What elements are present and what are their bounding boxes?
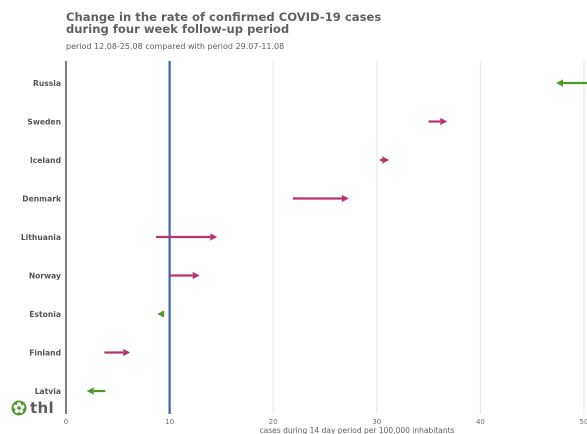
chart-title-line-1: Change in the rate of confirmed COVID-19…	[66, 10, 382, 24]
arrow-norway	[169, 271, 200, 280]
category-label: Latvia	[35, 387, 61, 396]
arrow-sweden	[428, 117, 448, 126]
x-tick-label: 10	[165, 418, 174, 426]
category-label: Denmark	[22, 195, 62, 204]
chart-title: Change in the rate of confirmed COVID-19…	[66, 11, 486, 35]
arrow-head	[123, 348, 131, 357]
arrow-head	[86, 387, 94, 395]
arrow-estonia	[157, 310, 165, 318]
arrow-finland	[104, 348, 131, 357]
arrow-marks	[86, 79, 587, 395]
arrow-lithuania	[156, 233, 218, 241]
x-tick-label: 0	[64, 418, 68, 426]
x-tick-labels: 0 10 20 30 40 50	[64, 418, 587, 426]
arrow-head	[157, 310, 165, 318]
arrow-denmark	[292, 194, 349, 203]
arrow-head	[341, 194, 349, 203]
logo-text: thl	[30, 399, 54, 417]
arrow-head	[440, 117, 448, 126]
category-labels: Russia Sweden Iceland Denmark Lithuania Norwa…	[21, 79, 62, 396]
arrow-head	[382, 156, 390, 164]
category-label: Estonia	[29, 310, 61, 319]
chart-title-line-2: during four week follow-up period	[66, 22, 290, 36]
category-label: Finland	[29, 349, 61, 358]
x-tick-label: 40	[476, 418, 485, 426]
arrow-iceland	[379, 156, 390, 164]
category-label: Norway	[29, 272, 61, 281]
x-axis-label: cases during 14 day period per 100,000 i…	[260, 426, 455, 434]
grid-lines	[169, 61, 585, 414]
flower-logo-icon	[11, 400, 27, 416]
category-label: Russia	[33, 79, 61, 88]
category-label: Lithuania	[21, 233, 61, 242]
arrow-head	[556, 79, 564, 87]
arrow-latvia	[86, 387, 106, 395]
arrow-head	[192, 271, 200, 280]
chart-subtitle: period 12.08-25.08 compared with period …	[66, 42, 285, 51]
arrow-head	[210, 233, 218, 241]
category-label: Sweden	[27, 118, 61, 127]
arrow-russia	[556, 79, 587, 87]
x-tick-label: 50	[580, 418, 587, 426]
x-tick-label: 30	[372, 418, 381, 426]
category-label: Iceland	[30, 156, 61, 165]
thl-logo: thl	[11, 399, 54, 417]
x-tick-label: 20	[269, 418, 278, 426]
